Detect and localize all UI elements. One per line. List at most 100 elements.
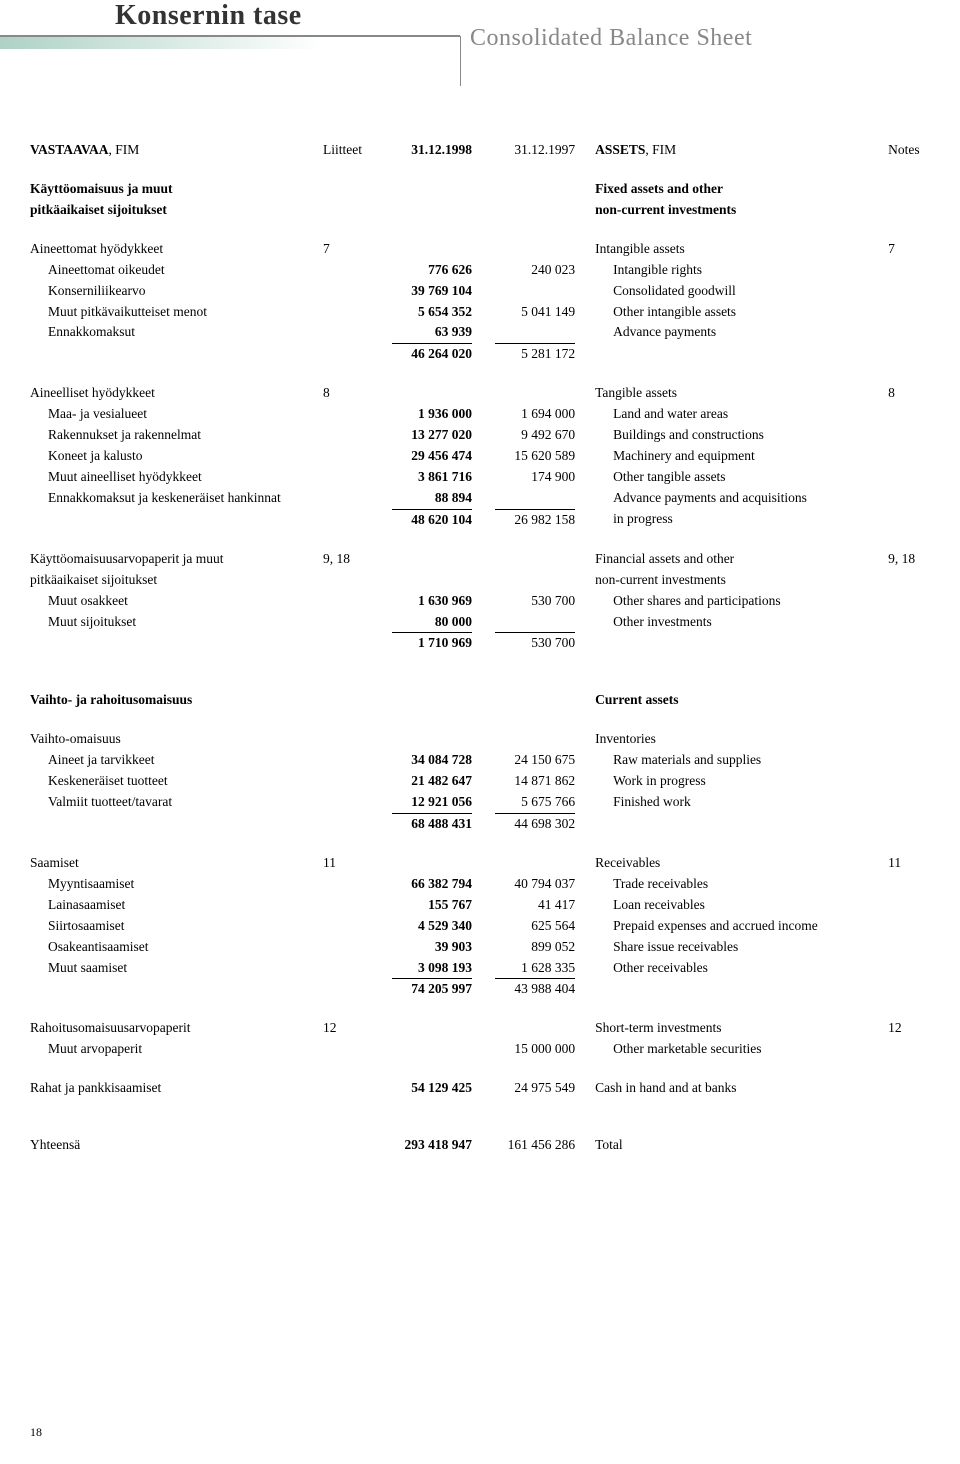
cell: Other receivables [595,958,888,979]
cell: 63 939 [365,322,480,343]
current-assets-header: Vaihto- ja rahoitusomaisuusCurrent asset… [30,654,930,711]
fin-r2: Muut sijoitukset80 000Other investments [30,612,930,633]
cell: Prepaid expenses and accrued income [595,916,888,937]
inv-h-en: Inventories [595,711,888,750]
cell: Share issue receivables [595,937,888,958]
fin-h2-fi: pitkäaikaiset sijoitukset [30,570,323,591]
cell: Muut saamiset [30,958,323,979]
recv-h-fi: Saamiset [30,835,323,874]
fin-total: 1 710 969530 700 [30,632,930,654]
cell: 24 150 675 [480,750,595,771]
cell: Work in progress [595,771,888,792]
cell: 530 700 [480,591,595,612]
cell: Advance payments and acquisitions [595,488,888,509]
cell: Other investments [595,612,888,633]
total-en: Total [595,1099,888,1156]
cell: 48 620 104 [392,509,472,531]
cell: 5 281 172 [495,343,575,365]
intang-r1: Aineettomat oikeudet776 626240 023Intang… [30,260,930,281]
cell: 12 921 056 [365,792,480,813]
fin-note-l: 9, 18 [323,531,365,570]
cell: 26 982 158 [495,509,575,531]
total-fi: Yhteensä [30,1099,323,1156]
recv-note-l: 11 [323,835,365,874]
cell: Myyntisaamiset [30,874,323,895]
tang-r2: Rakennukset ja rakennelmat13 277 0209 49… [30,425,930,446]
cell: Aineettomat oikeudet [30,260,323,281]
fa-en-2: non-current investments [595,200,888,221]
cell: 155 767 [365,895,480,916]
cash-b: 24 975 549 [480,1060,595,1099]
fin-r1: Muut osakkeet1 630 969530 700Other share… [30,591,930,612]
cell: 15 000 000 [480,1039,595,1060]
cash-row: Rahat ja pankkisaamiset54 129 42524 975 … [30,1060,930,1099]
vastaavaa-label: VASTAAVAA [30,142,109,157]
intang-h-en: Intangible assets [595,221,888,260]
title-fi: Konsernin tase [115,0,302,32]
cell: Siirtosaamiset [30,916,323,937]
cell: 46 264 020 [392,343,472,365]
cell: Muut arvopaperit [30,1039,323,1060]
recv-r3: Siirtosaamiset 4 529 340625 564Prepaid ex… [30,916,930,937]
recv-r4: Osakeantisaamiset39 903899 052Share issu… [30,937,930,958]
title-en: Consolidated Balance Sheet [470,25,752,52]
recv-r2: Lainasaamiset 155 76741 417Loan receivabl… [30,895,930,916]
cell: Keskeneräiset tuotteet [30,771,323,792]
cell: 15 620 589 [480,446,595,467]
cell: 14 871 862 [480,771,595,792]
assets-label: ASSETS [595,142,645,157]
cell: 1 710 969 [392,632,472,654]
header: Konsernin tase Consolidated Balance Shee… [0,0,960,90]
fa-en-1: Fixed assets and other [595,161,888,200]
intang-note-l: 7 [323,221,365,260]
cell: Loan receivables [595,895,888,916]
balance-sheet-content: VASTAAVAA, FIM Liitteet 31.12.1998 31.12… [0,90,960,1176]
cell: 43 988 404 [495,978,575,1000]
cell: 1 936 000 [365,404,480,425]
fin-header-2: pitkäaikaiset sijoituksetnon-current inv… [30,570,930,591]
cell: Lainasaamiset [30,895,323,916]
intang-total: 46 264 020 5 281 172 [30,343,930,365]
cell: 625 564 [480,916,595,937]
cell: Muut pitkävaikutteiset menot [30,302,323,323]
column-header-row: VASTAAVAA, FIM Liitteet 31.12.1998 31.12… [30,140,930,161]
curr-h-fi: Vaihto- ja rahoitusomaisuus [30,654,323,711]
cell: Valmiit tuotteet/tavarat [30,792,323,813]
total-a: 293 418 947 [365,1099,480,1156]
cell: Intangible rights [595,260,888,281]
liitteet-label: Liitteet [323,140,365,161]
cell: 3 861 716 [365,467,480,488]
balance-sheet-table: VASTAAVAA, FIM Liitteet 31.12.1998 31.12… [30,140,930,1156]
intangible-header: Aineettomat hyödykkeet 7 Intangible asse… [30,221,930,260]
recv-r5: Muut saamiset3 098 1931 628 335Other rec… [30,958,930,979]
sti-header: Rahoitusomaisuusarvopaperit12Short-term … [30,1000,930,1039]
sti-h-fi: Rahoitusomaisuusarvopaperit [30,1000,323,1039]
sti-note-l: 12 [323,1000,365,1039]
tang-note-r: 8 [888,365,930,404]
intang-r2: Konserniliikearvo39 769 104Consolidated … [30,281,930,302]
cell: 74 205 997 [392,978,472,1000]
cell: 1 628 335 [480,958,595,979]
tang-h-fi: Aineelliset hyödykkeet [30,365,323,404]
fin-header-1: Käyttöomaisuusarvopaperit ja muut 9, 18 … [30,531,930,570]
sti-r1: Muut arvopaperit15 000 000Other marketab… [30,1039,930,1060]
header-vline [460,36,461,86]
cell: Finished work [595,792,888,813]
tangible-header: Aineelliset hyödykkeet 8 Tangible assets… [30,365,930,404]
recv-total: 74 205 997 43 988 404 [30,978,930,1000]
total-row: Yhteensä293 418 947161 456 286Total [30,1099,930,1156]
tang-h-en: Tangible assets [595,365,888,404]
cell: 21 482 647 [365,771,480,792]
cell: 4 529 340 [365,916,480,937]
cell: 899 052 [480,937,595,958]
date-1997: 31.12.1997 [480,140,595,161]
cell: 41 417 [480,895,595,916]
cash-a: 54 129 425 [365,1060,480,1099]
cell: 776 626 [365,260,480,281]
cell: 5 675 766 [480,792,595,813]
cell: 174 900 [480,467,595,488]
cell: Machinery and equipment [595,446,888,467]
cell: Raw materials and supplies [595,750,888,771]
cell: Advance payments [595,322,888,343]
cash-en: Cash in hand and at banks [595,1060,888,1099]
